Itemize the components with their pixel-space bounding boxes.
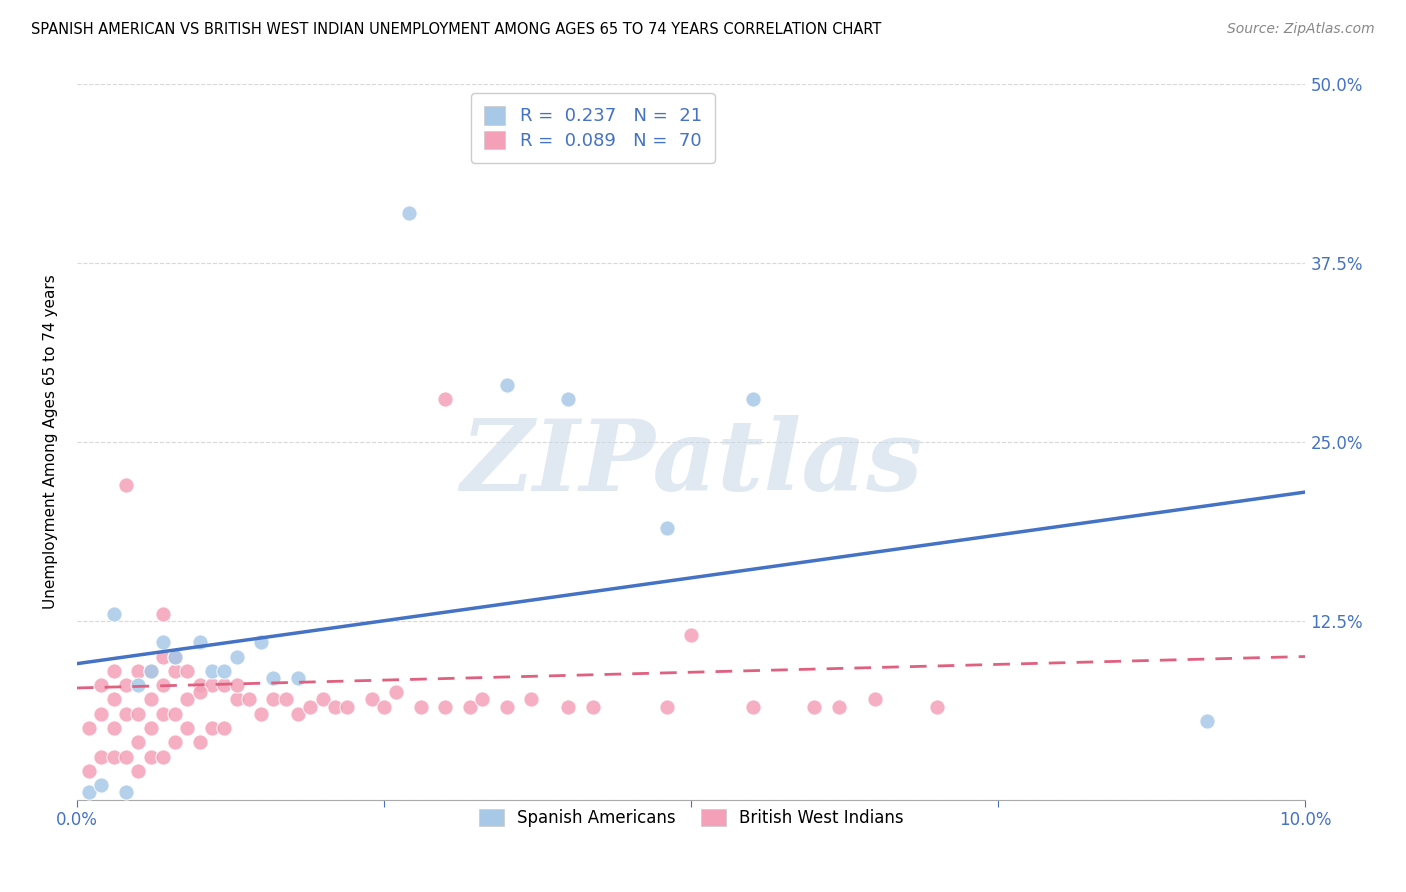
- Point: [458, 699, 481, 714]
- Point: [803, 699, 825, 714]
- Point: [201, 678, 224, 692]
- Point: [152, 649, 174, 664]
- Point: [287, 671, 309, 685]
- Point: [115, 706, 138, 721]
- Point: [262, 692, 284, 706]
- Point: [152, 749, 174, 764]
- Point: [139, 692, 162, 706]
- Point: [139, 664, 162, 678]
- Point: [299, 699, 322, 714]
- Point: [434, 699, 457, 714]
- Point: [127, 735, 149, 749]
- Point: [139, 749, 162, 764]
- Point: [311, 692, 333, 706]
- Point: [360, 692, 382, 706]
- Point: [582, 699, 605, 714]
- Point: [152, 607, 174, 621]
- Point: [214, 664, 236, 678]
- Legend: Spanish Americans, British West Indians: Spanish Americans, British West Indians: [472, 803, 910, 834]
- Point: [90, 778, 112, 792]
- Point: [139, 664, 162, 678]
- Point: [925, 699, 948, 714]
- Point: [152, 706, 174, 721]
- Text: Source: ZipAtlas.com: Source: ZipAtlas.com: [1227, 22, 1375, 37]
- Point: [557, 392, 579, 406]
- Point: [373, 699, 395, 714]
- Point: [471, 692, 494, 706]
- Point: [176, 721, 198, 735]
- Point: [152, 635, 174, 649]
- Point: [385, 685, 408, 699]
- Point: [274, 692, 297, 706]
- Point: [188, 635, 211, 649]
- Point: [127, 706, 149, 721]
- Point: [557, 699, 579, 714]
- Point: [165, 664, 187, 678]
- Point: [90, 706, 112, 721]
- Point: [188, 735, 211, 749]
- Point: [250, 635, 273, 649]
- Point: [520, 692, 543, 706]
- Point: [103, 664, 125, 678]
- Point: [90, 749, 112, 764]
- Point: [741, 392, 763, 406]
- Point: [434, 392, 457, 406]
- Point: [1197, 714, 1219, 728]
- Point: [115, 678, 138, 692]
- Point: [152, 678, 174, 692]
- Point: [238, 692, 260, 706]
- Y-axis label: Unemployment Among Ages 65 to 74 years: Unemployment Among Ages 65 to 74 years: [44, 275, 58, 609]
- Point: [176, 692, 198, 706]
- Point: [398, 206, 420, 220]
- Point: [865, 692, 887, 706]
- Point: [188, 678, 211, 692]
- Point: [201, 721, 224, 735]
- Text: SPANISH AMERICAN VS BRITISH WEST INDIAN UNEMPLOYMENT AMONG AGES 65 TO 74 YEARS C: SPANISH AMERICAN VS BRITISH WEST INDIAN …: [31, 22, 882, 37]
- Point: [127, 678, 149, 692]
- Point: [225, 649, 247, 664]
- Point: [495, 699, 517, 714]
- Point: [115, 749, 138, 764]
- Point: [77, 785, 100, 799]
- Point: [188, 685, 211, 699]
- Point: [115, 785, 138, 799]
- Point: [214, 721, 236, 735]
- Point: [77, 721, 100, 735]
- Point: [225, 678, 247, 692]
- Point: [127, 764, 149, 778]
- Point: [323, 699, 346, 714]
- Point: [409, 699, 432, 714]
- Point: [262, 671, 284, 685]
- Point: [336, 699, 359, 714]
- Text: ZIPatlas: ZIPatlas: [460, 415, 922, 512]
- Point: [165, 649, 187, 664]
- Point: [103, 721, 125, 735]
- Point: [139, 721, 162, 735]
- Point: [165, 735, 187, 749]
- Point: [827, 699, 849, 714]
- Point: [165, 706, 187, 721]
- Point: [90, 678, 112, 692]
- Point: [103, 692, 125, 706]
- Point: [103, 607, 125, 621]
- Point: [103, 749, 125, 764]
- Point: [201, 664, 224, 678]
- Point: [495, 377, 517, 392]
- Point: [681, 628, 703, 642]
- Point: [115, 478, 138, 492]
- Point: [214, 678, 236, 692]
- Point: [225, 692, 247, 706]
- Point: [741, 699, 763, 714]
- Point: [250, 706, 273, 721]
- Point: [287, 706, 309, 721]
- Point: [127, 664, 149, 678]
- Point: [77, 764, 100, 778]
- Point: [655, 521, 678, 535]
- Point: [655, 699, 678, 714]
- Point: [176, 664, 198, 678]
- Point: [165, 649, 187, 664]
